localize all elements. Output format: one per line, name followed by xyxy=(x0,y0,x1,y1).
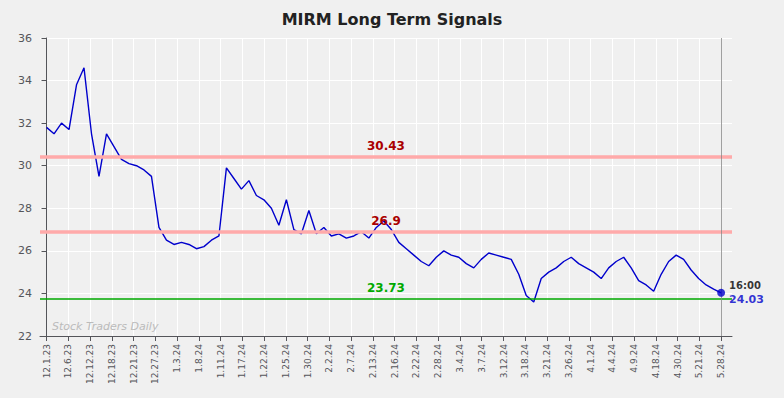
svg-text:1.22.24: 1.22.24 xyxy=(259,344,269,379)
svg-text:1.3.24: 1.3.24 xyxy=(172,344,182,373)
svg-text:Stock Traders Daily: Stock Traders Daily xyxy=(52,320,159,333)
svg-text:3.4.24: 3.4.24 xyxy=(455,344,465,373)
svg-text:12.6.23: 12.6.23 xyxy=(63,344,73,378)
svg-text:36: 36 xyxy=(18,32,32,45)
svg-text:12.21.23: 12.21.23 xyxy=(129,344,139,384)
svg-text:5.21.24: 5.21.24 xyxy=(694,344,704,379)
svg-text:12.12.23: 12.12.23 xyxy=(85,344,95,384)
svg-text:4.1.24: 4.1.24 xyxy=(586,344,596,373)
svg-text:12.1.23: 12.1.23 xyxy=(42,344,52,378)
svg-text:1.17.24: 1.17.24 xyxy=(237,344,247,379)
svg-text:34: 34 xyxy=(18,74,32,87)
svg-text:24.03: 24.03 xyxy=(729,293,764,306)
svg-text:1.8.24: 1.8.24 xyxy=(194,344,204,373)
svg-text:30.43: 30.43 xyxy=(367,139,405,153)
svg-text:30: 30 xyxy=(18,159,32,172)
svg-text:2.2.24: 2.2.24 xyxy=(324,344,334,373)
svg-text:28: 28 xyxy=(18,202,32,215)
svg-text:3.7.24: 3.7.24 xyxy=(477,344,487,373)
svg-text:12.18.23: 12.18.23 xyxy=(107,344,117,384)
svg-text:1.25.24: 1.25.24 xyxy=(281,344,291,379)
svg-text:12.27.23: 12.27.23 xyxy=(150,344,160,384)
svg-text:2.16.24: 2.16.24 xyxy=(390,344,400,379)
svg-text:2.22.24: 2.22.24 xyxy=(411,344,421,379)
svg-text:3.21.24: 3.21.24 xyxy=(542,344,552,379)
svg-text:4.9.24: 4.9.24 xyxy=(629,344,639,373)
svg-text:16:00: 16:00 xyxy=(729,280,761,291)
svg-text:1.30.24: 1.30.24 xyxy=(303,344,313,379)
svg-text:24: 24 xyxy=(18,287,32,300)
svg-text:3.12.24: 3.12.24 xyxy=(499,344,509,379)
svg-text:26: 26 xyxy=(18,244,32,257)
svg-text:4.18.24: 4.18.24 xyxy=(651,344,661,379)
svg-text:3.18.24: 3.18.24 xyxy=(520,344,530,379)
svg-text:1.11.24: 1.11.24 xyxy=(216,344,226,379)
svg-text:2.13.24: 2.13.24 xyxy=(368,344,378,379)
svg-text:2.28.24: 2.28.24 xyxy=(433,344,443,379)
svg-text:32: 32 xyxy=(18,117,32,130)
svg-text:2.7.24: 2.7.24 xyxy=(346,344,356,373)
svg-text:26.9: 26.9 xyxy=(371,214,401,228)
svg-text:4.4.24: 4.4.24 xyxy=(607,344,617,373)
svg-text:22: 22 xyxy=(18,330,32,343)
svg-text:MIRM Long Term Signals: MIRM Long Term Signals xyxy=(282,10,503,29)
svg-text:5.28.24: 5.28.24 xyxy=(716,344,726,379)
svg-text:23.73: 23.73 xyxy=(367,281,405,295)
svg-text:4.30.24: 4.30.24 xyxy=(673,344,683,379)
svg-text:3.26.24: 3.26.24 xyxy=(564,344,574,379)
